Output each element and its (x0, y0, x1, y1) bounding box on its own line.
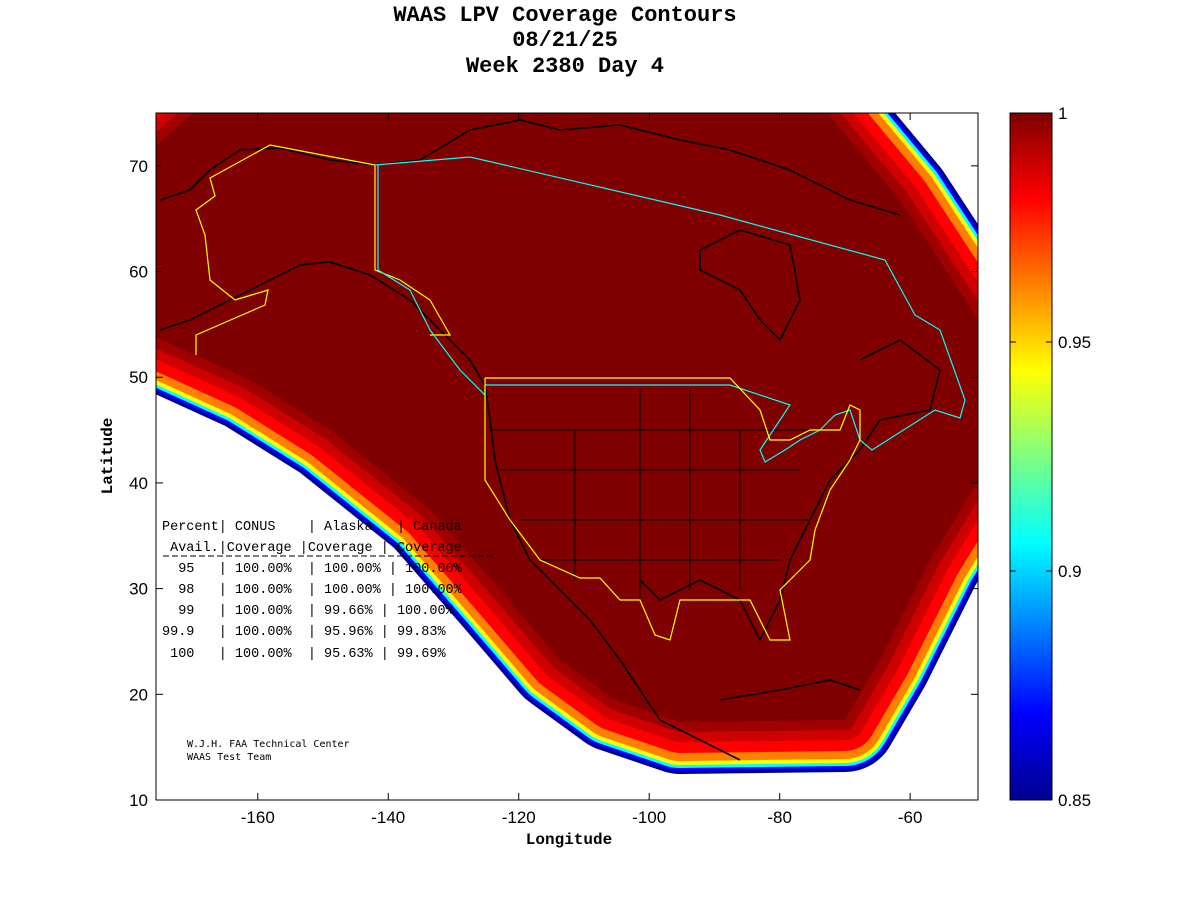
x-tick-label: -60 (898, 808, 923, 827)
x-tick-label: -100 (632, 808, 666, 827)
y-tick-label: 70 (129, 157, 148, 176)
colorbar-tick-label: 0.85 (1058, 791, 1091, 810)
credit-line-2: WAAS Test Team (187, 752, 271, 763)
chart-week-day: Week 2380 Day 4 (466, 54, 664, 79)
table-header-row: Avail.|Coverage |Coverage | Coverage (162, 541, 462, 556)
plot-frame (155, 112, 979, 801)
coverage-table: Percent| CONUS | Alaska | Canada Avail.|… (162, 520, 463, 662)
y-tick-label: 10 (129, 791, 148, 810)
table-header-row: Percent| CONUS | Alaska | Canada (162, 520, 462, 535)
y-tick-label: 30 (129, 580, 148, 599)
x-tick-label: -160 (241, 808, 275, 827)
full-coverage-region (156, 113, 978, 722)
table-row: 98 | 100.00% | 100.00% | 100.00% (162, 583, 463, 598)
x-axis: -160 -140 -120 -100 -80 -60 (241, 113, 923, 827)
credit-line-1: W.J.H. FAA Technical Center (187, 739, 350, 750)
y-tick-label: 40 (129, 474, 148, 493)
y-tick-label: 20 (129, 685, 148, 704)
colorbar-tick-label: 0.95 (1058, 333, 1091, 352)
colorbar-tick-label: 0.9 (1058, 562, 1082, 581)
colorbar-ticks: 1 0.95 0.9 0.85 (1010, 104, 1091, 810)
y-axis-label: Latitude (99, 418, 117, 495)
table-row: 99 | 100.00% | 99.66% | 100.00% (162, 604, 455, 619)
table-row: 99.9 | 100.00% | 95.96% | 99.83% (162, 625, 446, 640)
alaska-boundary (195, 144, 452, 355)
table-row: 95 | 100.00% | 100.00% | 100.00% (162, 562, 463, 577)
coverage-contours (156, 113, 978, 774)
state-borders (490, 390, 810, 600)
y-tick-label: 50 (129, 368, 148, 387)
x-tick-label: -120 (502, 808, 536, 827)
x-tick-label: -80 (767, 808, 792, 827)
colorbar-tick-label: 1 (1058, 104, 1067, 123)
x-axis-label: Longitude (526, 831, 612, 849)
colorbar (1009, 112, 1053, 801)
y-tick-label: 60 (129, 263, 148, 282)
y-axis: 10 20 30 40 50 60 70 (129, 157, 978, 810)
conus-boundary (484, 377, 861, 641)
chart-date: 08/21/25 (512, 28, 618, 53)
table-row: 100 | 100.00% | 95.63% | 99.69% (162, 647, 446, 662)
chart-title: WAAS LPV Coverage Contours (393, 3, 736, 28)
x-tick-label: -140 (371, 808, 405, 827)
